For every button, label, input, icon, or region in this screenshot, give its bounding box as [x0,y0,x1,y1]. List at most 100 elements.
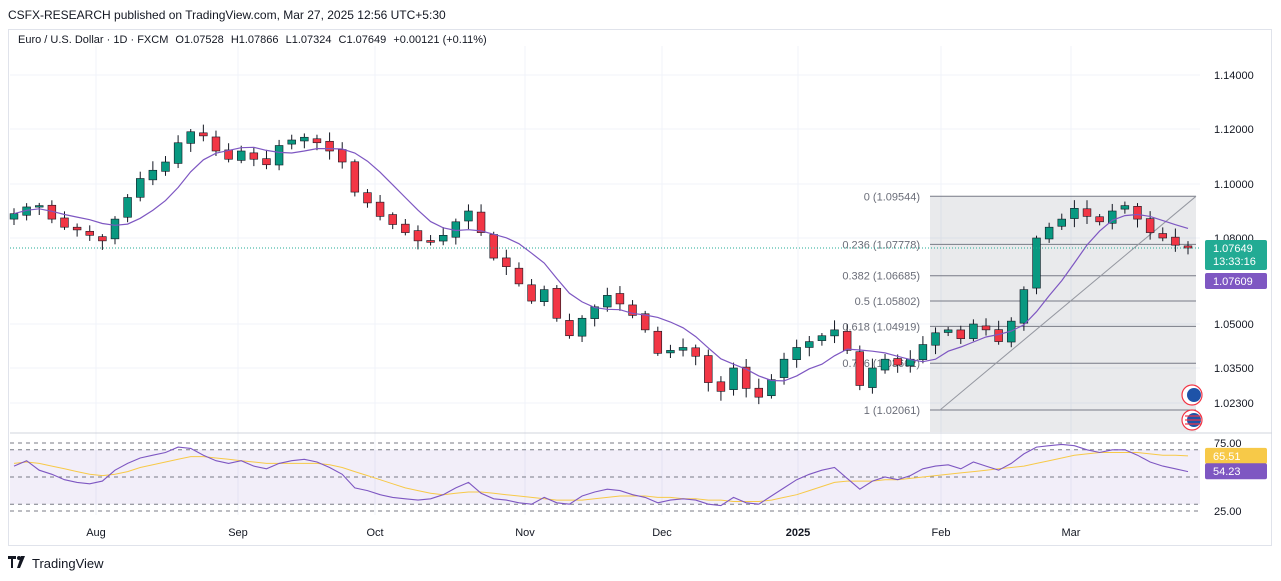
candle-body [1095,216,1104,223]
rsi-tick-label: 75.00 [1214,438,1242,450]
rsi-ma-tag [1205,447,1267,464]
ohlc-change: +0.00121 (+0.11%) [393,34,487,46]
candle-body [842,331,852,351]
candle-body [1070,208,1079,219]
last-price-tag-text: 13:33:16 [1213,256,1256,268]
candle-body [1019,289,1029,324]
symbol-legend[interactable]: Euro / U.S. Dollar · 1D · FXCM O1.07528 … [18,34,491,46]
candle-body [287,139,296,145]
candle-body [388,214,397,225]
candle-body [249,152,259,160]
candle-body [72,226,82,231]
candle-body [300,136,309,142]
ma-value-tag [1205,273,1267,289]
ma-line [13,146,1189,382]
x-tick-label: Oct [366,527,383,539]
ohlc-high: H1.07866 [230,34,279,46]
fib-level-label: 0.236 (1.07778) [842,239,920,251]
candle-body [577,317,587,337]
candle-body [943,329,953,333]
candle-body [653,330,663,354]
candle-body [173,142,183,164]
candle-body [779,358,789,378]
eu-flag-icon-flag [1187,388,1201,402]
candle-body [186,131,195,144]
ohlc-close: C1.07649 [338,34,387,46]
y-tick-label: 1.05000 [1214,319,1254,331]
candle-body [1057,218,1066,227]
candle-body [237,150,246,161]
x-tick-label: Aug [86,527,106,539]
candle-body [98,236,107,242]
candle-body [502,257,511,267]
candle-body [1032,237,1041,289]
time-axis[interactable]: Aug Sep Oct Nov Dec 2025 Feb Mar [86,527,1081,539]
y-tick-label: 1.02300 [1214,398,1254,410]
fib-level-label: 0.618 (1.04919) [842,321,920,333]
candle-body [805,341,814,348]
candle-body [640,313,650,331]
x-tick-label: Nov [515,527,535,539]
tradingview-logo-icon [8,555,28,571]
candle-body [148,169,158,181]
fib-level-label: 0.5 (1.05802) [855,296,920,308]
candle-body [527,284,536,302]
candle-body [893,358,902,366]
last-price-tag-text: 1.07649 [1213,243,1253,255]
candle-body [161,161,170,172]
candle-body [1183,245,1193,249]
candle-body [401,223,410,233]
candle-body [274,145,284,166]
candle-body [9,213,19,220]
rsi-ma-line [13,452,1189,502]
rsi-panel: 75.00 25.00 [10,438,1242,518]
footer-brand-text: TradingView [32,555,104,571]
rsi-line [13,443,1189,507]
ma-value-tag-text: 1.07609 [1213,276,1253,288]
candle-body [704,355,713,383]
moving-average [10,146,1200,382]
x-tick-label: Dec [652,527,672,539]
ohlc-open: O1.07528 [175,34,224,46]
chart-frame [8,29,1272,546]
candle-body [1145,218,1155,233]
eu-flag-icon[interactable] [1181,384,1203,406]
candle-body [590,306,599,319]
x-tick-label: 2025 [786,527,810,539]
candle-body [35,205,44,208]
candle-body [817,335,827,341]
candle-body [262,158,271,166]
x-tick-label: Feb [932,527,951,539]
candle-body [325,140,334,152]
candle-body [413,230,423,242]
candle-body [476,211,486,233]
us-flag-icon[interactable] [1181,409,1203,431]
candle-body [375,201,385,217]
candle-body [1044,226,1054,240]
candle-body [716,381,726,392]
footer-brand[interactable]: TradingView [8,553,104,573]
candle-body [767,379,776,397]
price-axis[interactable]: 1.140001.120001.100001.080001.050001.035… [1214,70,1254,410]
economic-events[interactable] [1181,384,1203,431]
rsi-tick-label: 25.00 [1214,506,1242,518]
candle-body [981,325,991,331]
x-tick-label: Sep [228,527,248,539]
candle-body [603,295,612,308]
grid [10,46,1272,515]
candle-body [1108,210,1117,224]
publisher-line: CSFX-RESEARCH published on TradingView.c… [8,8,446,22]
fibonacci-retracement[interactable]: 0 (1.09544) 0.236 (1.07778) 0.382 (1.06685… [842,191,1197,432]
candle-body [85,230,94,236]
y-tick-label: 1.12000 [1214,124,1254,136]
candle-body [855,351,864,386]
rsi-ma-tag-text: 65.51 [1213,451,1241,463]
rsi-value-tag [1205,463,1267,480]
fib-zone [930,196,1196,432]
symbol-name: Euro / U.S. Dollar · 1D · FXCM [18,34,169,46]
candle-body [312,138,322,144]
candle-body [123,197,132,218]
candle-body [678,347,688,351]
candle-body [199,132,208,137]
